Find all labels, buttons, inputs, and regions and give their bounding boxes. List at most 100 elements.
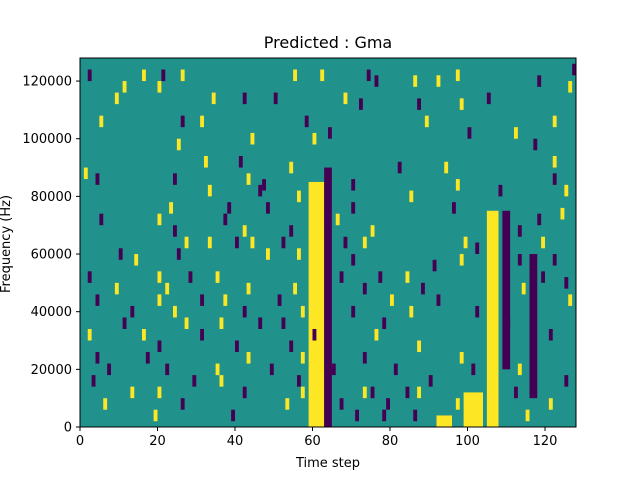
heatmap-cell [142, 328, 146, 341]
y-tick-label: 80000 [31, 190, 72, 205]
heatmap-cell [242, 225, 247, 237]
heatmap-cell [405, 271, 410, 283]
y-tick-label: 120000 [22, 75, 72, 90]
heatmap-cell [238, 156, 243, 168]
heatmap-cell [281, 317, 286, 329]
heatmap-cell [83, 167, 88, 180]
heatmap-cell [289, 340, 294, 353]
heatmap-cell [165, 282, 170, 295]
heatmap-cell [471, 363, 476, 376]
heatmap-cell [552, 173, 557, 185]
heatmap-cell [374, 328, 379, 341]
heatmap-cell [227, 202, 232, 214]
heatmap-cell [180, 115, 185, 128]
heatmap-cell [293, 69, 297, 82]
x-tick-label: 60 [304, 434, 321, 449]
heatmap-cell [366, 69, 371, 82]
heatmap-cell [173, 225, 177, 237]
heatmap-cell [297, 248, 301, 260]
heatmap-cell [560, 207, 565, 220]
y-tick-label: 60000 [31, 248, 72, 263]
heatmap-band [436, 415, 452, 427]
heatmap-cell [142, 69, 146, 82]
heatmap-cell [157, 294, 162, 306]
heatmap-cell [436, 294, 441, 306]
heatmap-cell [157, 386, 162, 399]
x-tick-label: 0 [76, 434, 84, 449]
heatmap-cell [87, 271, 92, 283]
heatmap-cell [145, 352, 150, 364]
heatmap-cell [397, 161, 402, 174]
x-tick-label: 100 [455, 434, 480, 449]
heatmap-cell [393, 363, 398, 376]
heatmap-cell [382, 317, 387, 329]
heatmap-cell [351, 305, 356, 318]
heatmap-cell [157, 213, 162, 226]
heatmap-cell [362, 282, 367, 295]
heatmap-cell [320, 69, 325, 82]
heatmap-cell [134, 254, 139, 266]
heatmap-cell [300, 305, 305, 318]
heatmap-cell [475, 242, 480, 255]
heatmap-cell [417, 386, 421, 399]
heatmap-cell [95, 352, 100, 364]
heatmap-cell [161, 69, 166, 82]
heatmap-cell [200, 328, 204, 341]
heatmap-cell [130, 386, 135, 399]
heatmap-cell [157, 271, 162, 283]
heatmap-cell [514, 127, 518, 139]
heatmap-cell [541, 236, 545, 249]
heatmap-cell [506, 317, 511, 329]
heatmap-cell [184, 236, 189, 249]
heatmap-cell [417, 340, 421, 353]
x-axis-label: Time step [295, 456, 360, 471]
heatmap-band [308, 181, 325, 427]
heatmap-cell [436, 75, 441, 87]
heatmap-cell [568, 294, 573, 306]
heatmap-cell [215, 363, 220, 376]
heatmap-cell [564, 375, 569, 387]
axes-frame [79, 57, 577, 428]
heatmap-cell [219, 375, 224, 387]
heatmap-cell [417, 98, 421, 110]
heatmap-cell [180, 398, 185, 410]
chart-title: Predicted : Gma [264, 33, 392, 52]
heatmap-cell [242, 92, 247, 105]
heatmap-cell [455, 398, 460, 410]
heatmap-cell [173, 305, 177, 318]
heatmap-cell [297, 190, 301, 203]
heatmap-cell [223, 294, 228, 306]
heatmap-band [324, 167, 332, 427]
heatmap-cell [289, 161, 294, 174]
heatmap-cell [517, 254, 522, 266]
heatmap-cell [444, 161, 449, 174]
heatmap-cell [246, 173, 251, 185]
heatmap-cell [266, 202, 270, 214]
heatmap-cell [87, 328, 92, 341]
y-tick-label: 20000 [31, 363, 72, 378]
x-tick-label: 80 [382, 434, 399, 449]
heatmap-cell [552, 115, 557, 128]
heatmap-cell [514, 386, 518, 399]
heatmap-cell [258, 184, 263, 197]
heatmap-cell [246, 282, 251, 295]
heatmap-cell [304, 115, 309, 128]
axes-border [79, 57, 577, 428]
heatmap-cell [413, 75, 418, 87]
plot-area [80, 58, 576, 427]
heatmap-cell [452, 202, 456, 214]
heatmap-band [529, 254, 538, 399]
heatmap-cell [359, 98, 363, 110]
x-axis: 0 20 40 60 80 100 120 [76, 427, 557, 449]
heatmap-cell [525, 409, 530, 422]
heatmap-cell [215, 271, 220, 283]
heatmap-cell [351, 179, 356, 191]
heatmap-cell [331, 363, 336, 376]
heatmap-cell [180, 69, 185, 82]
heatmap-cell [463, 236, 468, 249]
heatmap-cell [200, 294, 204, 306]
heatmap-cell [328, 127, 332, 139]
heatmap-cell [459, 352, 464, 364]
heatmap-cell [343, 236, 348, 249]
heatmap-cell [277, 294, 282, 306]
